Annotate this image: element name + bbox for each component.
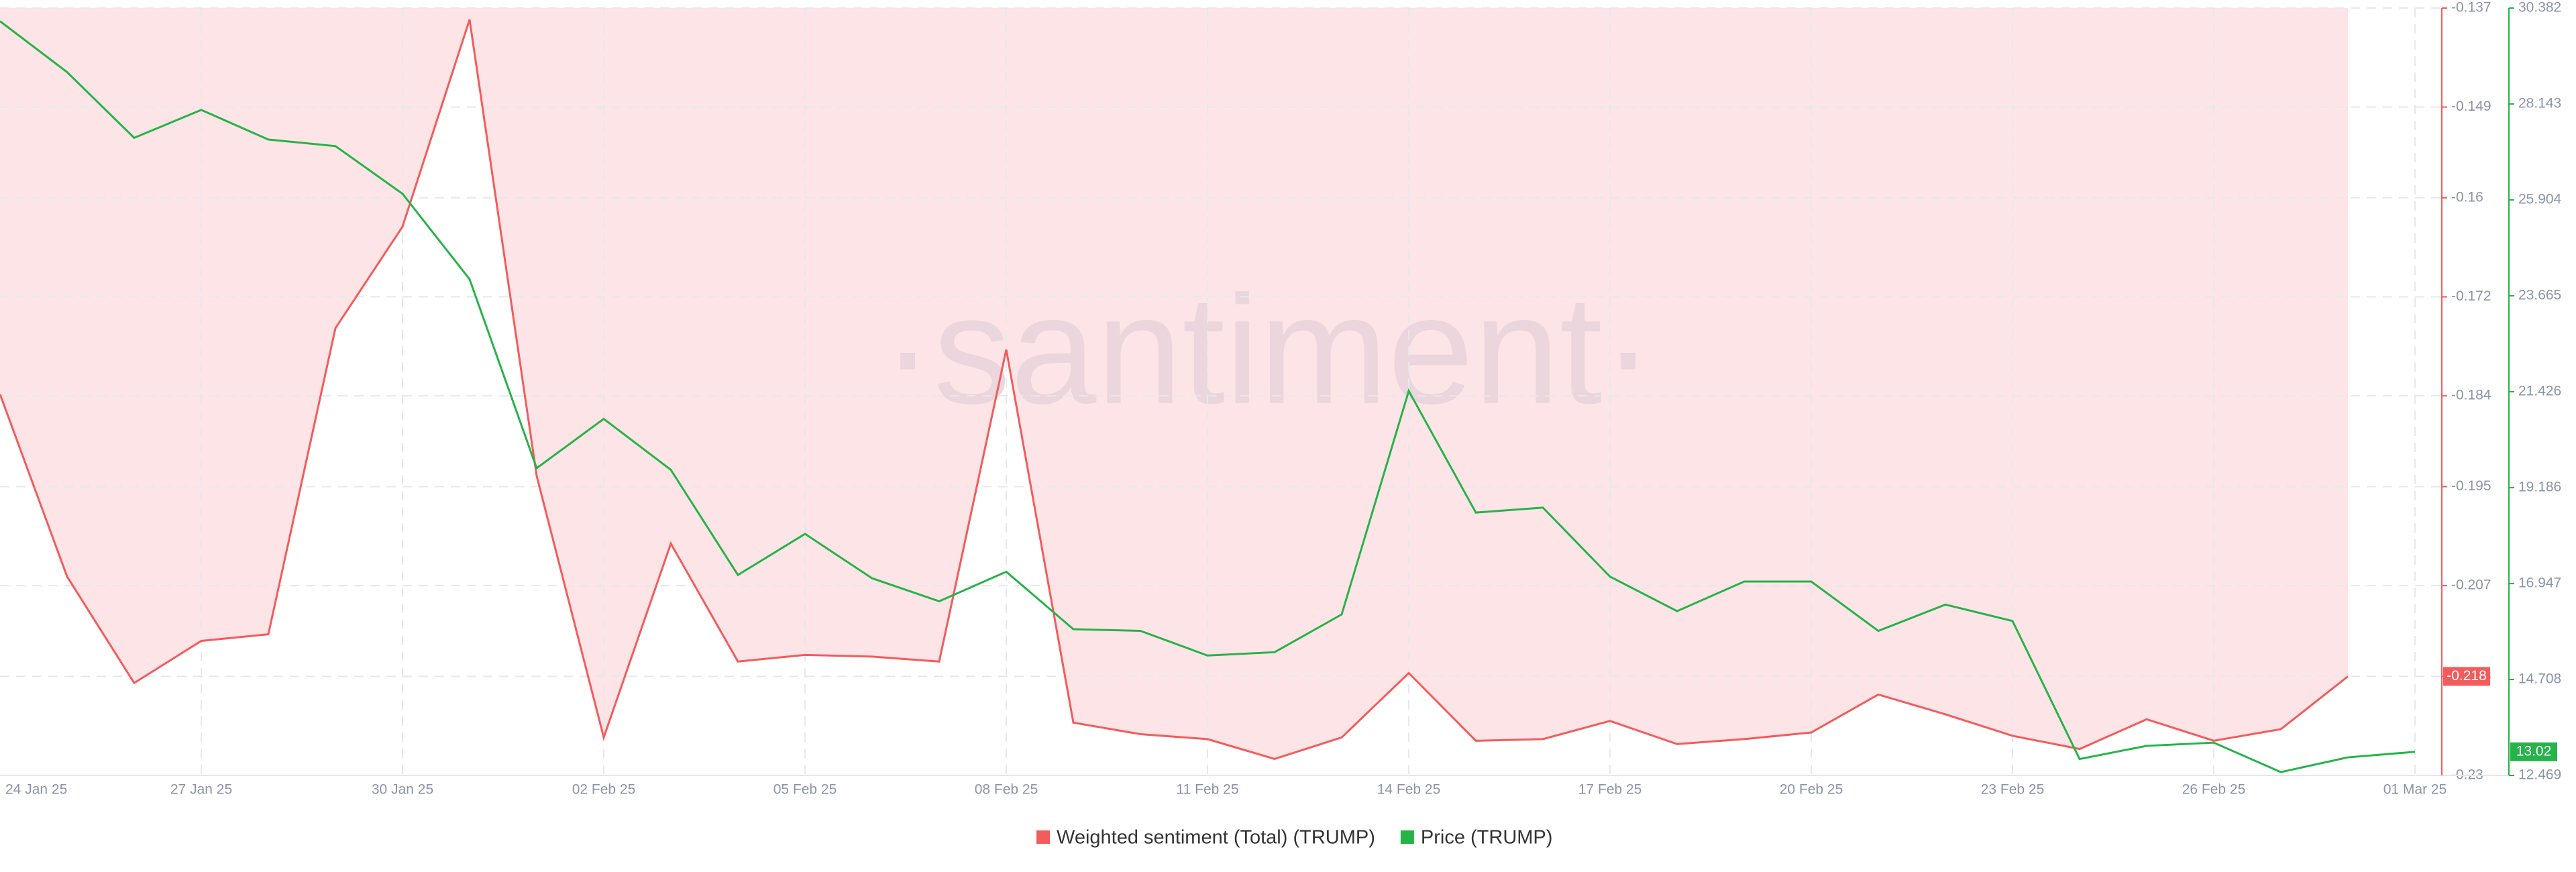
y2-tick-label: 21.426 xyxy=(2518,384,2561,399)
y-tick-label: -0.16 xyxy=(2451,189,2483,205)
y-tick-label: -0.207 xyxy=(2451,578,2491,593)
x-tick-label: 23 Feb 25 xyxy=(1981,782,2045,798)
x-tick-label: 14 Feb 25 xyxy=(1377,782,1441,798)
y2-tick-label: 28.143 xyxy=(2518,96,2561,111)
y-tick-label: -0.172 xyxy=(2451,288,2491,304)
y2-tick-label: 30.382 xyxy=(2518,0,2561,15)
x-tick-label: 26 Feb 25 xyxy=(2182,782,2246,798)
value-badge-label: 13.02 xyxy=(2516,743,2552,759)
value-badge xyxy=(2510,742,2557,761)
x-tick-label: 30 Jan 25 xyxy=(372,782,433,798)
y-tick-label: -0.195 xyxy=(2451,478,2491,494)
sentiment-area xyxy=(0,8,2348,759)
y2-tick-label: 19.186 xyxy=(2518,480,2561,495)
x-tick-label: 05 Feb 25 xyxy=(773,782,837,798)
series-line xyxy=(0,19,2349,760)
y2-tick-label: 14.708 xyxy=(2518,671,2561,687)
x-tick-label: 27 Jan 25 xyxy=(170,782,232,798)
x-tick-label: 01 Mar 25 xyxy=(2383,782,2447,798)
series-line xyxy=(0,20,2416,773)
x-tick-label: 02 Feb 25 xyxy=(572,782,636,798)
y-tick-label: -0.184 xyxy=(2451,388,2491,403)
y2-tick-label: 25.904 xyxy=(2518,192,2562,207)
x-tick-label: 20 Feb 25 xyxy=(1780,782,1843,798)
x-tick-label: 08 Feb 25 xyxy=(975,782,1038,798)
x-tick-label: 11 Feb 25 xyxy=(1176,782,1238,798)
y-tick-label: -0.149 xyxy=(2451,99,2491,114)
value-badge-label: -0.218 xyxy=(2447,668,2487,684)
legend-marker xyxy=(1036,830,1050,844)
y2-tick-label: 16.947 xyxy=(2518,576,2561,591)
legend-entry: Price (TRUMP) xyxy=(1421,827,1553,849)
value-badge xyxy=(2443,667,2490,686)
y2-tick-label: 12.469 xyxy=(2518,767,2561,783)
legend-marker xyxy=(1400,830,1414,844)
x-tick-label: 24 Jan 25 xyxy=(5,782,67,798)
y-tick-label: -0.137 xyxy=(2451,0,2491,15)
x-tick-label: 17 Feb 25 xyxy=(1578,782,1642,798)
legend-entry: Weighted sentiment (Total) (TRUMP) xyxy=(1057,827,1375,849)
y2-tick-label: 23.665 xyxy=(2518,288,2561,303)
watermark: ·santiment· xyxy=(882,264,1654,436)
